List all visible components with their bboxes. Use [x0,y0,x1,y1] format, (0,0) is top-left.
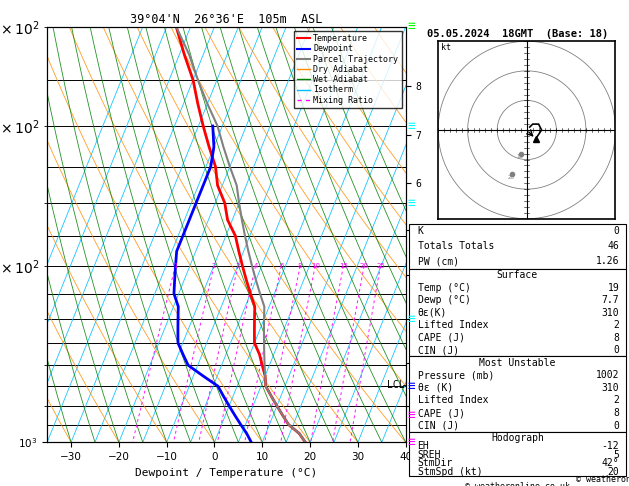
Text: ≡: ≡ [408,20,415,33]
Text: 2: 2 [613,396,620,405]
Text: PW (cm): PW (cm) [418,257,459,266]
Text: 3: 3 [236,263,240,269]
Text: 310: 310 [602,383,620,393]
Text: ≡: ≡ [408,120,415,133]
Y-axis label: km
ASL: km ASL [423,225,444,244]
Text: 1: 1 [173,263,177,269]
Text: 8: 8 [613,408,620,418]
Text: θε(K): θε(K) [418,308,447,318]
Text: 0: 0 [613,345,620,355]
Text: 8: 8 [613,332,620,343]
Text: -12: -12 [602,441,620,451]
Text: ≡: ≡ [408,380,415,393]
Text: Pressure (mb): Pressure (mb) [418,370,494,380]
Text: Totals Totals: Totals Totals [418,242,494,251]
Text: 10: 10 [311,263,320,269]
Text: Surface: Surface [497,270,538,280]
Text: SREH: SREH [418,450,441,460]
X-axis label: Dewpoint / Temperature (°C): Dewpoint / Temperature (°C) [135,468,318,478]
Legend: Temperature, Dewpoint, Parcel Trajectory, Dry Adiabat, Wet Adiabat, Isotherm, Mi: Temperature, Dewpoint, Parcel Trajectory… [294,31,401,108]
Text: 1002: 1002 [596,370,620,380]
Text: 8: 8 [298,263,303,269]
Text: StmDir: StmDir [418,458,453,469]
Text: K: K [418,226,423,236]
Text: 42°: 42° [602,458,620,469]
Bar [409,224,626,269]
Text: 1.26: 1.26 [596,257,620,266]
Text: 7.7: 7.7 [602,295,620,305]
Text: 0: 0 [613,226,620,236]
Text: 310: 310 [602,308,620,318]
Text: kt: kt [441,43,451,52]
Text: Most Unstable: Most Unstable [479,358,555,367]
Text: CAPE (J): CAPE (J) [418,332,465,343]
Text: 2: 2 [613,320,620,330]
Text: θε (K): θε (K) [418,383,453,393]
Text: 0: 0 [613,421,620,431]
Text: 5: 5 [613,450,620,460]
Bar [409,269,626,356]
Text: 25: 25 [376,263,385,269]
Text: 05.05.2024  18GMT  (Base: 18): 05.05.2024 18GMT (Base: 18) [426,29,608,39]
Text: © weatheronline.co.uk: © weatheronline.co.uk [465,482,570,486]
Bar [409,432,626,476]
Text: CAPE (J): CAPE (J) [418,408,465,418]
Text: 2: 2 [212,263,216,269]
Text: 20: 20 [508,175,515,180]
Text: Hodograph: Hodograph [491,434,544,443]
Text: ≡: ≡ [408,436,415,449]
Text: 10: 10 [516,154,523,159]
Text: StmSpd (kt): StmSpd (kt) [418,467,482,477]
Text: 6: 6 [279,263,284,269]
Text: Temp (°C): Temp (°C) [418,283,470,293]
Text: 15: 15 [339,263,348,269]
Text: ≡: ≡ [408,409,415,422]
Text: 20: 20 [608,467,620,477]
Text: ≡: ≡ [408,196,415,209]
Text: EH: EH [418,441,429,451]
Text: © weatheronline.co.uk: © weatheronline.co.uk [577,474,629,484]
Text: Lifted Index: Lifted Index [418,320,488,330]
Text: CIN (J): CIN (J) [418,345,459,355]
Text: 19: 19 [608,283,620,293]
Text: 46: 46 [608,242,620,251]
Bar [409,356,626,432]
Text: 20: 20 [360,263,369,269]
Text: Dewp (°C): Dewp (°C) [418,295,470,305]
Text: Mixing Ratio (g/kg): Mixing Ratio (g/kg) [426,249,435,344]
Title: 39°04'N  26°36'E  105m  ASL: 39°04'N 26°36'E 105m ASL [130,13,323,26]
Text: ≡: ≡ [408,312,415,326]
Text: 4: 4 [253,263,258,269]
Text: CIN (J): CIN (J) [418,421,459,431]
Text: Lifted Index: Lifted Index [418,396,488,405]
Text: LCL: LCL [387,381,404,390]
